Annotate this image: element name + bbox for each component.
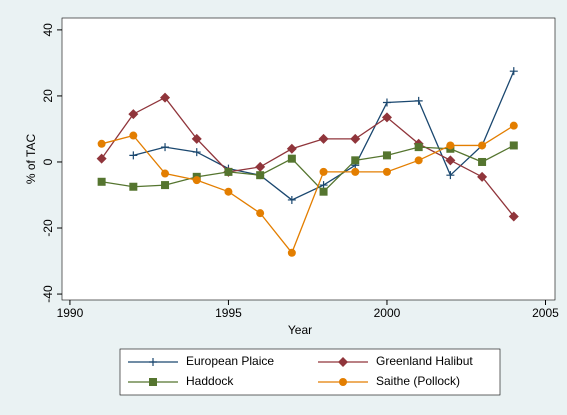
point xyxy=(414,96,423,105)
point xyxy=(160,92,171,103)
point xyxy=(161,143,170,152)
point xyxy=(192,148,201,157)
point xyxy=(191,133,202,144)
point xyxy=(256,209,265,218)
point xyxy=(286,143,297,154)
point xyxy=(446,171,455,180)
legend-marker xyxy=(149,358,157,366)
point xyxy=(287,248,296,257)
legend-label: Saithe (Pollock) xyxy=(376,374,460,388)
point xyxy=(256,171,265,180)
point xyxy=(224,167,233,176)
point xyxy=(414,156,423,165)
point xyxy=(287,195,296,204)
y-tick-label: -20 xyxy=(41,219,55,237)
series-line xyxy=(101,96,515,217)
point xyxy=(381,112,392,123)
legend xyxy=(119,348,501,396)
point xyxy=(414,143,423,152)
x-tick-label: 1990 xyxy=(57,306,84,320)
legend-label: European Plaice xyxy=(186,354,274,368)
point xyxy=(477,171,488,182)
point xyxy=(129,131,138,140)
x-axis-label: Year xyxy=(288,323,312,337)
point xyxy=(351,156,360,165)
legend-label: Greenland Halibut xyxy=(376,354,473,368)
point xyxy=(509,141,518,150)
point xyxy=(129,151,138,160)
y-axis-label: % of TAC xyxy=(24,134,38,185)
series-line xyxy=(101,125,515,255)
x-tick-label: 2005 xyxy=(532,306,559,320)
point xyxy=(192,176,201,185)
point xyxy=(224,187,233,196)
point xyxy=(97,177,106,186)
point xyxy=(128,109,139,120)
legend-label: Haddock xyxy=(186,374,234,388)
point xyxy=(350,133,361,144)
point xyxy=(319,187,328,196)
legend-marker xyxy=(338,357,348,367)
point xyxy=(351,167,360,176)
point xyxy=(445,155,456,166)
point xyxy=(508,211,519,222)
plot-area xyxy=(61,17,556,301)
point xyxy=(255,161,266,172)
point xyxy=(509,121,518,130)
point xyxy=(478,141,487,150)
legend-marker xyxy=(149,378,157,386)
point xyxy=(382,98,391,107)
point xyxy=(509,67,518,76)
point xyxy=(319,167,328,176)
point xyxy=(97,139,106,148)
y-tick-label: 40 xyxy=(41,23,55,37)
point xyxy=(446,141,455,150)
point xyxy=(478,157,487,166)
point xyxy=(161,169,170,178)
x-tick-label: 1995 xyxy=(215,306,242,320)
y-tick-label: 20 xyxy=(41,89,55,103)
point xyxy=(96,153,107,164)
point xyxy=(161,181,170,190)
x-tick-label: 2000 xyxy=(374,306,401,320)
legend-marker xyxy=(339,378,347,386)
y-tick-label: -40 xyxy=(41,285,55,303)
point xyxy=(287,154,296,163)
y-tick-label: 0 xyxy=(41,158,55,165)
point xyxy=(382,167,391,176)
point xyxy=(318,133,329,144)
point xyxy=(382,151,391,160)
point xyxy=(129,182,138,191)
